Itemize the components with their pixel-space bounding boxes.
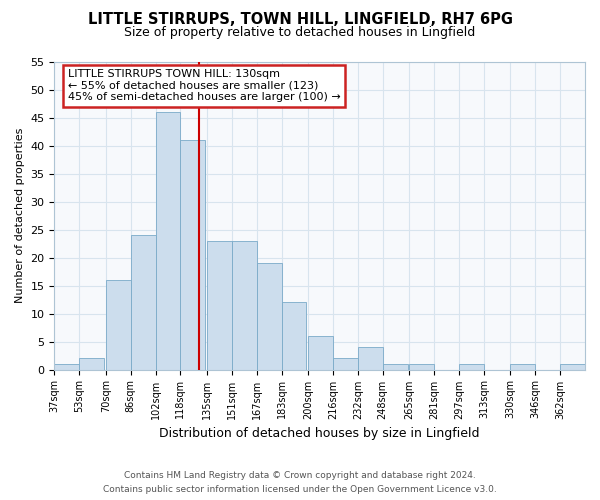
Text: LITTLE STIRRUPS TOWN HILL: 130sqm
← 55% of detached houses are smaller (123)
45%: LITTLE STIRRUPS TOWN HILL: 130sqm ← 55% … (68, 69, 340, 102)
Bar (383, 364, 407, 370)
Y-axis label: Number of detached properties: Number of detached properties (15, 128, 25, 303)
X-axis label: Distribution of detached houses by size in Lingfield: Distribution of detached houses by size … (160, 427, 480, 440)
Bar (560, 364, 585, 370)
Bar (155, 112, 181, 370)
Text: Contains HM Land Registry data © Crown copyright and database right 2024.
Contai: Contains HM Land Registry data © Crown c… (103, 472, 497, 494)
Bar (409, 364, 434, 370)
Bar (333, 358, 358, 370)
Bar (55, 364, 79, 370)
Bar (459, 364, 484, 370)
Bar (308, 336, 333, 370)
Bar (358, 347, 383, 370)
Bar (207, 240, 232, 370)
Bar (511, 364, 535, 370)
Text: LITTLE STIRRUPS, TOWN HILL, LINGFIELD, RH7 6PG: LITTLE STIRRUPS, TOWN HILL, LINGFIELD, R… (88, 12, 512, 28)
Bar (181, 140, 205, 370)
Bar (79, 358, 104, 370)
Bar (131, 235, 155, 370)
Bar (257, 263, 281, 370)
Bar (281, 302, 307, 370)
Bar (232, 240, 257, 370)
Text: Size of property relative to detached houses in Lingfield: Size of property relative to detached ho… (124, 26, 476, 39)
Bar (106, 280, 131, 370)
